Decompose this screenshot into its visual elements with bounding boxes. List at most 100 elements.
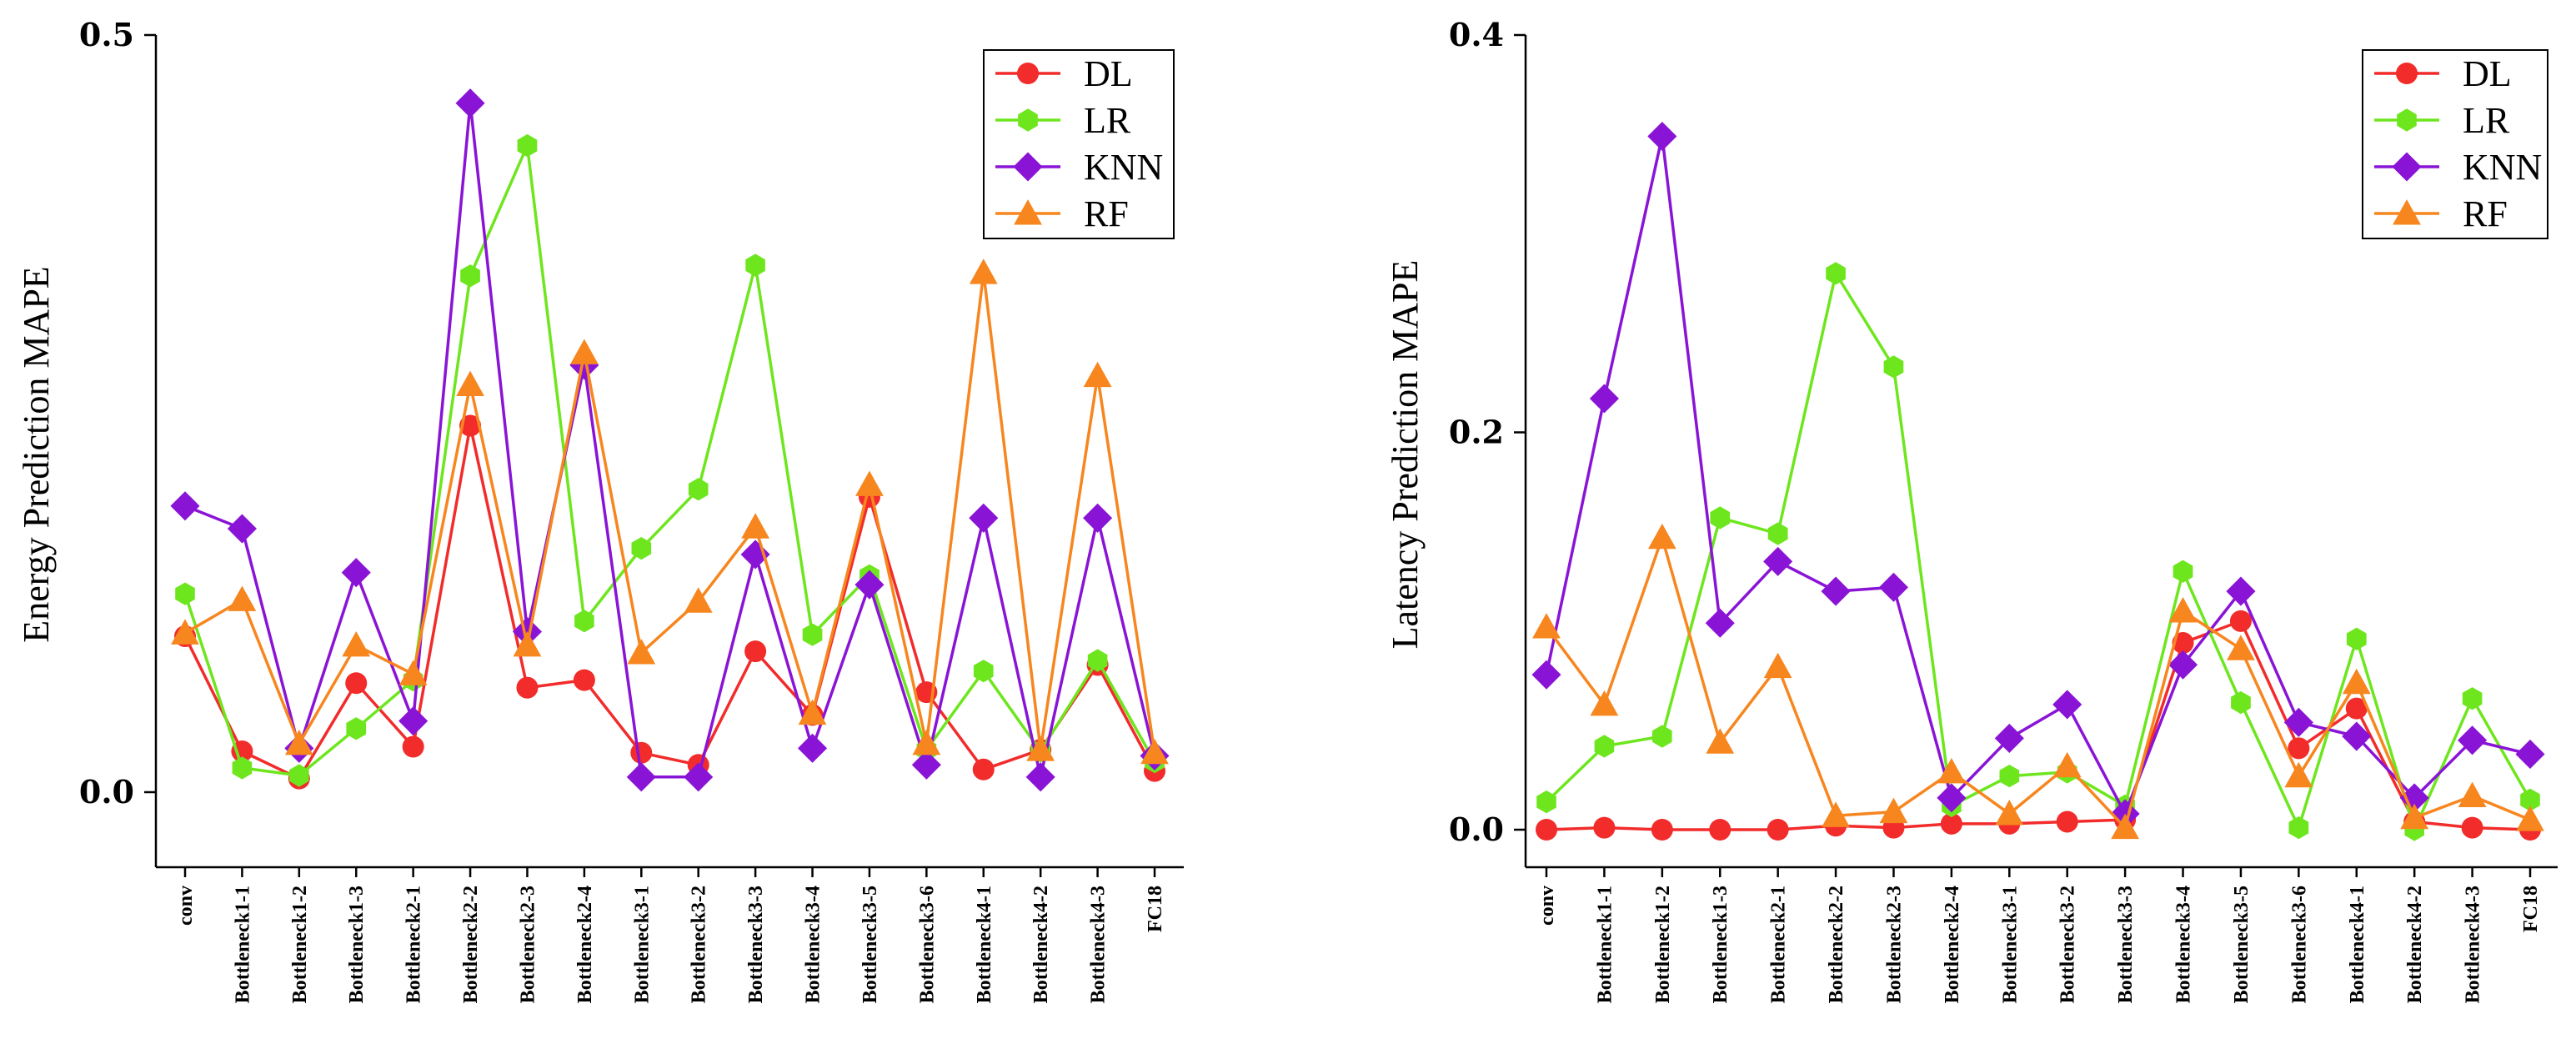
energy-point-rf-bottleneck3-3 xyxy=(741,513,770,539)
energy-mape-chart: 0.0 0.5 Energy Prediction MAPE conv Bottlene… xyxy=(16,16,1184,1003)
latency-line-rf xyxy=(1545,536,2531,830)
energy-point-lr-bottleneck2-2 xyxy=(460,264,480,288)
energy-point-rf-bottleneck1-3 xyxy=(342,630,371,657)
latency-point-knn-bottleneck1-1 xyxy=(1589,384,1619,414)
energy-x-tick-label-bottleneck3-4: Bottleneck3-4 xyxy=(803,886,824,1003)
latency-point-rf-bottleneck2-1 xyxy=(1763,652,1792,679)
latency-x-tick-label-bottleneck3-1: Bottleneck3-1 xyxy=(1999,886,2021,1003)
energy-y-axis-label: Energy Prediction MAPE xyxy=(16,266,57,642)
energy-point-rf-bottleneck2-4 xyxy=(569,339,599,364)
latency-point-lr-fc18 xyxy=(2520,788,2540,811)
latency-x-tick-label-bottleneck1-1: Bottleneck1-1 xyxy=(1594,886,1616,1003)
energy-point-knn-bottleneck3-2 xyxy=(684,762,714,792)
latency-point-lr-bottleneck3-4 xyxy=(2173,560,2193,583)
energy-point-rf-bottleneck4-3 xyxy=(1083,361,1112,388)
energy-point-knn-bottleneck1-1 xyxy=(227,514,257,544)
energy-line-lr xyxy=(183,143,1156,777)
latency-point-rf-bottleneck1-1 xyxy=(1590,690,1619,716)
latency-point-rf-bottleneck4-1 xyxy=(2342,668,2371,695)
energy-point-lr-bottleneck2-3 xyxy=(517,133,538,158)
energy-point-rf-conv xyxy=(171,619,199,645)
energy-x-tick-label-bottleneck4-2: Bottleneck4-2 xyxy=(1030,886,1052,1003)
latency-point-knn-bottleneck2-1 xyxy=(1763,546,1793,576)
latency-point-dl-bottleneck1-1 xyxy=(1593,816,1616,839)
energy-x-tick-label-bottleneck1-1: Bottleneck1-1 xyxy=(232,886,253,1003)
energy-legend-label-lr: LR xyxy=(1084,100,1131,141)
energy-point-lr-bottleneck1-1 xyxy=(232,756,253,780)
energy-legend-label-knn: KNN xyxy=(1084,147,1163,188)
latency-point-lr-conv xyxy=(1536,790,1556,814)
latency-legend-label-knn: KNN xyxy=(2463,147,2542,188)
energy-point-rf-bottleneck3-6 xyxy=(912,729,941,755)
energy-x-tick-label-bottleneck3-2: Bottleneck3-2 xyxy=(689,886,710,1003)
energy-x-tick-label-bottleneck4-1: Bottleneck4-1 xyxy=(974,886,995,1003)
latency-series-knn xyxy=(1531,121,2545,829)
energy-point-rf-bottleneck4-1 xyxy=(969,258,998,284)
latency-legend-label-rf: RF xyxy=(2463,193,2508,234)
latency-point-rf-bottleneck1-3 xyxy=(1706,728,1735,754)
latency-point-dl-bottleneck3-4 xyxy=(2172,632,2194,655)
energy-point-dl-bottleneck4-1 xyxy=(972,758,995,780)
latency-x-tick-label-bottleneck4-2: Bottleneck4-2 xyxy=(2404,886,2426,1003)
latency-point-dl-bottleneck3-2 xyxy=(2056,811,2078,833)
energy-x-tick-label-bottleneck2-3: Bottleneck2-3 xyxy=(517,886,539,1003)
latency-x-tick-label-bottleneck2-4: Bottleneck2-4 xyxy=(1942,886,1963,1003)
energy-legend: DL LR KNN RF xyxy=(983,49,1175,239)
latency-line-knn xyxy=(1545,134,2531,816)
latency-point-lr-bottleneck1-1 xyxy=(1594,735,1615,758)
latency-point-lr-bottleneck2-2 xyxy=(1826,262,1846,285)
latency-point-knn-bottleneck3-4 xyxy=(2168,650,2198,680)
energy-point-rf-bottleneck1-2 xyxy=(284,729,313,755)
energy-point-rf-bottleneck3-4 xyxy=(798,699,827,725)
latency-point-knn-bottleneck4-1 xyxy=(2342,721,2372,751)
latency-point-knn-bottleneck1-3 xyxy=(1705,608,1735,638)
latency-point-dl-bottleneck1-3 xyxy=(1709,819,1732,841)
latency-x-tick-label-bottleneck3-3: Bottleneck3-3 xyxy=(2115,886,2137,1003)
energy-point-dl-bottleneck1-3 xyxy=(345,672,368,695)
latency-point-lr-bottleneck4-3 xyxy=(2462,687,2483,710)
energy-x-tick-label-bottleneck3-1: Bottleneck3-1 xyxy=(631,886,653,1003)
energy-legend-marker-lr xyxy=(1018,108,1038,132)
energy-point-knn-bottleneck2-1 xyxy=(398,706,428,736)
energy-point-dl-bottleneck3-1 xyxy=(630,741,653,764)
energy-legend-marker-rf xyxy=(1014,199,1042,225)
latency-x-tick-label-bottleneck2-3: Bottleneck2-3 xyxy=(1883,886,1905,1003)
latency-legend-marker-knn xyxy=(2392,152,2422,182)
latency-x-tick-label-bottleneck3-2: Bottleneck3-2 xyxy=(2057,886,2079,1003)
latency-point-rf-bottleneck2-3 xyxy=(1879,797,1908,824)
energy-x-tick-label-bottleneck1-3: Bottleneck1-3 xyxy=(346,886,368,1003)
latency-point-dl-conv xyxy=(1536,819,1557,841)
latency-point-dl-bottleneck3-6 xyxy=(2288,737,2310,760)
latency-point-dl-bottleneck4-3 xyxy=(2461,816,2483,839)
latency-point-rf-bottleneck2-4 xyxy=(1937,758,1966,784)
latency-mape-chart: 0.0 0.2 0.4 Latency Prediction MAPE conv Bott… xyxy=(1385,16,2558,1003)
energy-point-dl-bottleneck1-1 xyxy=(231,740,253,762)
latency-legend-marker-rf xyxy=(2393,199,2421,225)
energy-point-knn-conv xyxy=(170,491,200,521)
latency-y-axis-label: Latency Prediction MAPE xyxy=(1385,260,1426,650)
latency-point-rf-bottleneck2-2 xyxy=(1822,801,1850,827)
energy-point-rf-bottleneck2-3 xyxy=(513,630,542,657)
latency-point-dl-bottleneck1-2 xyxy=(1651,819,1673,841)
latency-point-lr-bottleneck4-1 xyxy=(2346,627,2367,650)
latency-point-rf-fc18 xyxy=(2516,806,2544,831)
latency-x-tick-label-conv: conv xyxy=(1536,886,1558,926)
latency-legend-label-dl: DL xyxy=(2463,53,2512,94)
energy-point-lr-bottleneck3-3 xyxy=(745,253,765,277)
energy-point-lr-bottleneck3-1 xyxy=(631,537,652,560)
latency-legend-label-lr: LR xyxy=(2463,100,2510,141)
energy-y-tick-label: 0.5 xyxy=(79,16,134,53)
latency-x-tick-label-bottleneck4-3: Bottleneck4-3 xyxy=(2463,886,2484,1003)
energy-point-knn-bottleneck4-1 xyxy=(969,503,999,533)
energy-point-rf-bottleneck3-1 xyxy=(627,639,656,665)
latency-point-rf-bottleneck3-6 xyxy=(2284,761,2313,788)
latency-series-rf xyxy=(1532,523,2544,840)
energy-point-lr-bottleneck2-4 xyxy=(574,610,594,633)
latency-legend-marker-dl xyxy=(2396,63,2418,84)
latency-x-tick-label-bottleneck3-4: Bottleneck3-4 xyxy=(2173,886,2195,1003)
energy-legend-marker-knn xyxy=(1013,152,1043,182)
energy-point-rf-bottleneck3-2 xyxy=(684,587,713,613)
energy-point-lr-conv xyxy=(175,582,195,605)
latency-legend-marker-lr xyxy=(2397,108,2417,132)
